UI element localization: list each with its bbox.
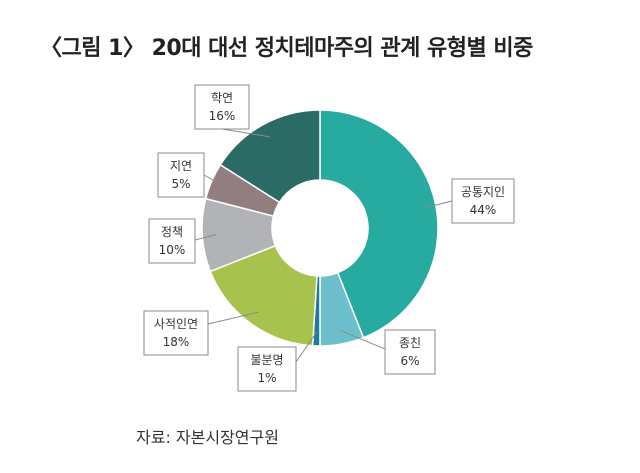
- slice-value-label: 16%: [209, 109, 236, 123]
- callout-box: [157, 152, 205, 198]
- leader-line: [295, 331, 318, 363]
- callout-slice-1: 공통지인 44%: [422, 178, 515, 224]
- leader-line: [422, 200, 453, 209]
- slice-name-label: 지연: [170, 159, 192, 173]
- callout-box: [384, 329, 436, 375]
- donut-slice-1: [319, 109, 439, 339]
- leader-line: [194, 234, 217, 241]
- callout-box: [451, 178, 515, 224]
- callout-box: [148, 218, 196, 264]
- callout-box: [194, 84, 250, 130]
- donut-slice-7: [219, 109, 321, 204]
- chart-title: 〈그림 1〉 20대 대선 정치테마주의 관계 유형별 비중: [40, 36, 533, 61]
- leader-line: [203, 174, 225, 188]
- callout-slice-6: 지연 5%: [157, 152, 225, 198]
- slice-value-label: 6%: [400, 354, 419, 368]
- slice-name-label: 종친: [399, 336, 421, 350]
- slice-value-label: 18%: [163, 335, 190, 349]
- slice-value-label: 44%: [470, 203, 497, 217]
- slice-name-label: 정책: [161, 224, 183, 239]
- slice-value-label: 10%: [159, 243, 186, 257]
- slice-name-label: 공통지인: [461, 185, 505, 199]
- callout-slice-7: 학연 16%: [194, 84, 270, 138]
- callout-slice-2: 종친 6%: [339, 329, 436, 375]
- source-note: 자료: 자본시장연구원: [136, 428, 279, 447]
- slice-name-label: 학연: [211, 91, 233, 105]
- leader-line: [207, 311, 259, 325]
- slice-value-label: 1%: [257, 371, 276, 385]
- slice-value-label: 5%: [171, 177, 190, 191]
- slice-name-label: 불분명: [250, 353, 283, 367]
- callout-slice-4: 사적인연 18%: [143, 310, 259, 356]
- callout-box: [237, 346, 297, 392]
- callout-slice-5: 정책 10%: [148, 218, 217, 264]
- slice-name-label: 사적인연: [154, 317, 198, 331]
- leader-line: [339, 329, 386, 350]
- callout-box: [143, 310, 209, 356]
- leader-line: [221, 128, 270, 138]
- donut-slice-4: [209, 244, 318, 347]
- callout-slice-3: 불분명 1%: [237, 331, 318, 392]
